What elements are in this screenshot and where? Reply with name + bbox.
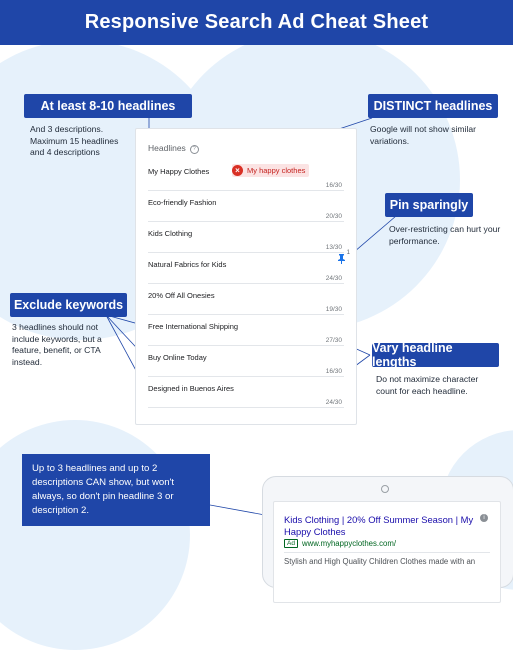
callout-pin-note: Over-restricting can hurt your performan… bbox=[389, 224, 501, 246]
ad-title-link[interactable]: Kids Clothing | 20% Off Summer Season | … bbox=[284, 514, 474, 537]
char-count: 16/30 bbox=[325, 182, 342, 189]
char-count: 24/30 bbox=[325, 399, 342, 406]
callout-distinct-note: Google will not show similar variations. bbox=[370, 124, 477, 146]
ad-url-line: Ad www.myhappyclothes.com/ bbox=[284, 539, 396, 548]
headline-text[interactable]: Free International Shipping bbox=[148, 322, 239, 331]
pin-icon[interactable] bbox=[338, 254, 345, 266]
headline-text[interactable]: Kids Clothing bbox=[148, 229, 193, 238]
headline-row[interactable]: Eco-friendly Fashion 20/30 bbox=[148, 192, 344, 222]
headline-text[interactable]: Designed in Buenos Aires bbox=[148, 384, 234, 393]
ad-description: Stylish and High Quality Children Clothe… bbox=[284, 557, 476, 566]
error-chip: × My happy clothes bbox=[232, 164, 310, 177]
char-count: 13/30 bbox=[325, 244, 342, 251]
ad-preview: Kids Clothing | 20% Off Summer Season | … bbox=[273, 501, 501, 603]
info-box: Up to 3 headlines and up to 2 descriptio… bbox=[22, 454, 210, 526]
headline-row[interactable]: Buy Online Today 16/30 bbox=[148, 347, 344, 377]
info-icon[interactable]: i bbox=[480, 514, 488, 522]
callout-vary: Vary headline lengths bbox=[372, 341, 499, 369]
divider bbox=[284, 552, 490, 553]
callout-headlines-note: And 3 descriptions. Maximum 15 headlines… bbox=[30, 124, 119, 158]
error-icon: × bbox=[232, 165, 243, 176]
char-count: 27/30 bbox=[325, 337, 342, 344]
headline-row[interactable]: Kids Clothing 13/30 bbox=[148, 223, 344, 253]
headline-row[interactable]: Designed in Buenos Aires 24/30 bbox=[148, 378, 344, 408]
headline-row[interactable]: Natural Fabrics for Kids 1 24/30 bbox=[148, 250, 350, 284]
page-title: Responsive Search Ad Cheat Sheet bbox=[0, 0, 513, 45]
pin-count: 1 bbox=[346, 250, 350, 256]
ad-badge: Ad bbox=[284, 539, 298, 548]
headline-row[interactable]: Free International Shipping 27/30 bbox=[148, 316, 344, 346]
char-count: 16/30 bbox=[325, 368, 342, 375]
headline-row[interactable]: My Happy Clothes × My happy clothes 16/3… bbox=[148, 161, 344, 191]
phone-frame: Kids Clothing | 20% Off Summer Season | … bbox=[262, 476, 513, 603]
char-count: 24/30 bbox=[325, 275, 342, 282]
callout-exclude-note: 3 headlines should not include keywords,… bbox=[12, 322, 102, 367]
help-icon[interactable]: ? bbox=[189, 145, 199, 154]
headlines-title: Headlines? bbox=[148, 143, 199, 154]
error-chip-text: My happy clothes bbox=[247, 166, 306, 175]
callout-distinct: DISTINCT headlines bbox=[368, 94, 498, 118]
callout-pin: Pin sparingly bbox=[385, 193, 473, 217]
headline-text[interactable]: Natural Fabrics for Kids bbox=[148, 260, 227, 269]
phone-camera bbox=[381, 485, 389, 493]
headline-text[interactable]: My Happy Clothes bbox=[148, 167, 210, 176]
headline-text[interactable]: Eco-friendly Fashion bbox=[148, 198, 217, 207]
headline-text[interactable]: Buy Online Today bbox=[148, 353, 207, 362]
callout-headlines: At least 8-10 headlines bbox=[24, 94, 192, 118]
headline-row[interactable]: 20% Off All Onesies 19/30 bbox=[148, 285, 344, 315]
ad-url[interactable]: www.myhappyclothes.com/ bbox=[301, 539, 396, 548]
char-count: 20/30 bbox=[325, 213, 342, 220]
headlines-card: Headlines? My Happy Clothes × My happy c… bbox=[135, 128, 357, 425]
callout-exclude: Exclude keywords bbox=[10, 293, 127, 317]
headline-text[interactable]: 20% Off All Onesies bbox=[148, 291, 215, 300]
char-count: 19/30 bbox=[325, 306, 342, 313]
callout-vary-note: Do not maximize character count for each… bbox=[376, 374, 479, 396]
